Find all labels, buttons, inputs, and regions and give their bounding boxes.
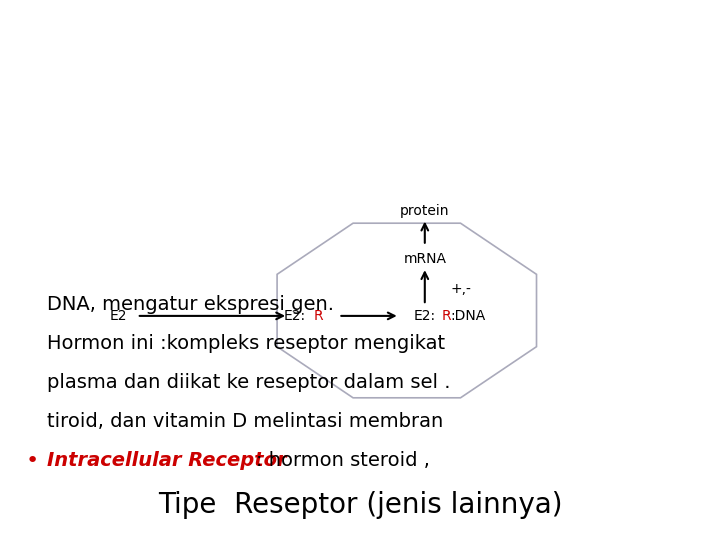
Text: : hormon steroid ,: : hormon steroid , (256, 451, 429, 470)
Text: E2:: E2: (414, 309, 436, 323)
Text: +,-: +,- (450, 282, 471, 296)
Text: R: R (441, 309, 451, 323)
Text: Tipe  Reseptor (jenis lainnya): Tipe Reseptor (jenis lainnya) (158, 491, 562, 519)
Text: plasma dan diikat ke reseptor dalam sel .: plasma dan diikat ke reseptor dalam sel … (47, 373, 450, 392)
Text: Intracellular Receptor: Intracellular Receptor (47, 451, 287, 470)
Text: E2:: E2: (284, 309, 306, 323)
Text: E2: E2 (110, 309, 127, 323)
Text: tiroid, dan vitamin D melintasi membran: tiroid, dan vitamin D melintasi membran (47, 412, 443, 431)
Text: R: R (313, 309, 323, 323)
Text: DNA, mengatur ekspresi gen.: DNA, mengatur ekspresi gen. (47, 295, 334, 314)
Text: Hormon ini :kompleks reseptor mengikat: Hormon ini :kompleks reseptor mengikat (47, 334, 445, 353)
Text: mRNA: mRNA (403, 252, 446, 266)
Text: protein: protein (400, 204, 449, 218)
Text: :DNA: :DNA (451, 309, 486, 323)
Text: •: • (25, 451, 38, 471)
